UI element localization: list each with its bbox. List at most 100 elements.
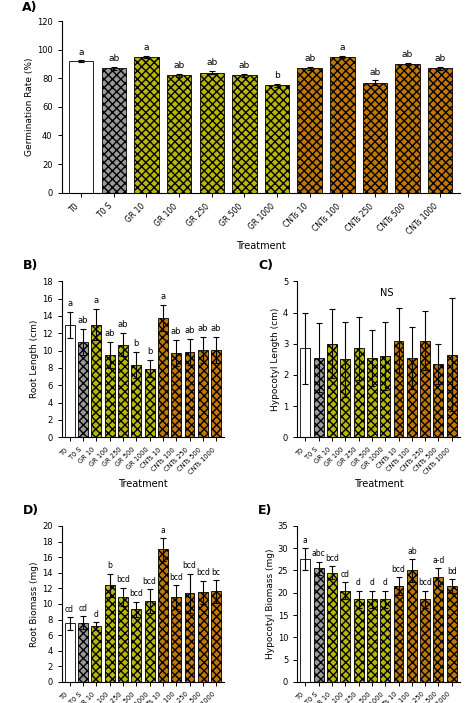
Text: ab: ab <box>198 324 208 333</box>
Text: ab: ab <box>239 61 250 70</box>
Bar <box>363 82 387 193</box>
Text: ab: ab <box>402 51 413 60</box>
Text: b: b <box>107 562 112 570</box>
Bar <box>393 586 403 682</box>
Bar <box>69 61 93 193</box>
Bar <box>78 342 88 437</box>
Text: B): B) <box>23 259 38 272</box>
Text: a: a <box>144 44 149 52</box>
Text: a: a <box>79 48 84 56</box>
Text: ab: ab <box>173 61 185 70</box>
X-axis label: Treatment: Treatment <box>236 240 285 250</box>
Text: ab: ab <box>108 54 119 63</box>
Y-axis label: Root Length (cm): Root Length (cm) <box>30 320 39 399</box>
Bar <box>433 577 444 682</box>
Bar <box>211 350 221 437</box>
Bar <box>64 624 74 682</box>
Bar <box>428 68 453 193</box>
Bar <box>171 597 181 682</box>
Text: b: b <box>147 347 152 356</box>
Bar <box>340 591 350 682</box>
X-axis label: Treatment: Treatment <box>354 479 403 489</box>
Bar <box>198 592 208 682</box>
Bar <box>78 623 88 682</box>
Bar <box>380 356 390 437</box>
Text: d: d <box>356 579 361 588</box>
Bar <box>91 626 101 682</box>
Text: bcd: bcd <box>418 579 432 588</box>
Bar <box>118 344 128 437</box>
Text: a: a <box>161 526 165 534</box>
Bar <box>327 573 337 682</box>
Bar <box>367 358 377 437</box>
Text: bcd: bcd <box>143 577 156 586</box>
Bar <box>101 68 126 193</box>
Bar <box>200 72 224 193</box>
Bar <box>407 358 417 437</box>
Text: a: a <box>67 299 72 308</box>
Bar <box>265 86 289 193</box>
Text: ab: ab <box>104 329 115 338</box>
Y-axis label: Germination Rate (%): Germination Rate (%) <box>25 58 34 156</box>
Bar <box>184 352 194 437</box>
Bar <box>198 350 208 437</box>
Bar <box>158 549 168 682</box>
Text: b: b <box>274 71 280 80</box>
Bar <box>171 353 181 437</box>
Bar <box>447 586 457 682</box>
Bar <box>105 585 115 682</box>
Text: d: d <box>383 579 388 588</box>
Text: E): E) <box>258 503 273 517</box>
Bar <box>420 340 430 437</box>
Bar <box>380 600 390 682</box>
Text: cd: cd <box>65 605 74 614</box>
Bar <box>118 597 128 682</box>
Bar <box>314 568 324 682</box>
Text: ab: ab <box>304 54 315 63</box>
Bar <box>354 600 364 682</box>
Bar <box>340 359 350 437</box>
Bar <box>131 366 141 437</box>
Text: cd: cd <box>78 605 87 613</box>
Bar <box>314 358 324 437</box>
Text: A): A) <box>22 1 37 14</box>
Y-axis label: Hypocotyl Biomass (mg): Hypocotyl Biomass (mg) <box>266 548 275 659</box>
Y-axis label: Hypocotyl Length (cm): Hypocotyl Length (cm) <box>271 308 280 411</box>
Bar <box>145 601 155 682</box>
Bar <box>330 57 355 193</box>
Text: D): D) <box>23 503 39 517</box>
Bar <box>300 560 310 682</box>
Text: a-d: a-d <box>432 556 445 565</box>
Text: C): C) <box>258 259 273 272</box>
Text: bc: bc <box>212 567 220 576</box>
Text: cd: cd <box>341 569 350 579</box>
Bar <box>367 600 377 682</box>
Bar <box>327 344 337 437</box>
Text: bcd: bcd <box>129 589 143 598</box>
Text: a: a <box>94 296 99 305</box>
Text: ab: ab <box>211 324 221 333</box>
Text: a: a <box>160 292 165 301</box>
Text: abc: abc <box>312 550 326 558</box>
Bar <box>433 364 444 437</box>
Text: d: d <box>94 610 99 619</box>
Bar <box>158 318 168 437</box>
Bar <box>105 355 115 437</box>
Text: ab: ab <box>407 547 417 556</box>
Bar <box>420 600 430 682</box>
Bar <box>393 340 403 437</box>
Bar <box>167 75 191 193</box>
Text: NS: NS <box>380 288 393 297</box>
Y-axis label: Root Biomass (mg): Root Biomass (mg) <box>30 561 39 647</box>
Text: bcd: bcd <box>116 576 130 584</box>
Bar <box>134 57 159 193</box>
Text: ab: ab <box>78 316 88 325</box>
Bar <box>145 369 155 437</box>
Text: a: a <box>339 44 345 52</box>
X-axis label: Treatment: Treatment <box>118 479 168 489</box>
Text: a: a <box>303 536 308 545</box>
Text: bd: bd <box>447 567 456 576</box>
Text: d: d <box>369 579 374 588</box>
Bar <box>184 593 194 682</box>
Text: bcd: bcd <box>196 569 210 577</box>
